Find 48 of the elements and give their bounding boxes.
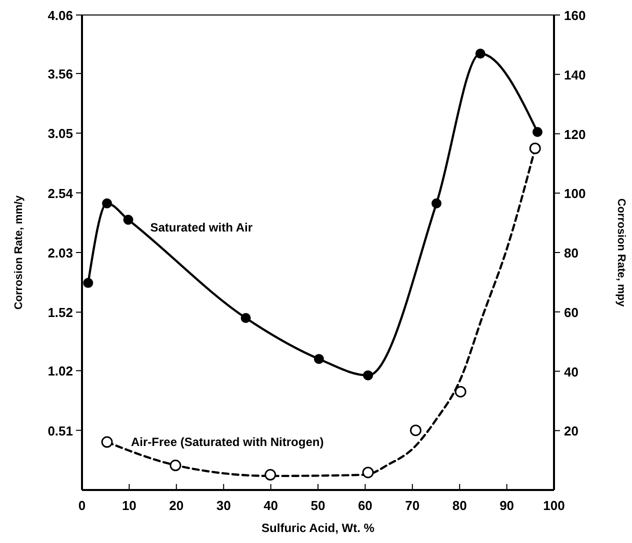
point	[240, 313, 251, 324]
y2-tick-label: 160	[564, 8, 586, 23]
x-tick-label: 70	[405, 498, 420, 513]
y2-tick-label: 60	[564, 304, 578, 320]
x-tick-label: 50	[310, 498, 326, 513]
y-tick-label: 0.51	[48, 423, 73, 438]
y-tick-label: 1.52	[48, 305, 73, 320]
x-tick-label: 100	[543, 498, 565, 513]
y-tick-label: 3.56	[48, 66, 73, 82]
point	[123, 214, 134, 225]
point	[83, 278, 94, 288]
y-tick-label: 3.05	[48, 126, 73, 142]
point	[363, 370, 374, 380]
y2-axis-title: Corrosion Rate, mpy	[615, 198, 627, 308]
y2-tick-label: 140	[564, 67, 586, 82]
y-axis-title: Corrosion Rate, mm/y	[13, 194, 25, 310]
point	[529, 142, 541, 154]
point	[431, 198, 442, 208]
point	[314, 354, 324, 364]
x-tick-label: 10	[122, 498, 136, 513]
y2-tick-label: 100	[564, 186, 586, 202]
y-tick-label: 1.02	[48, 364, 73, 379]
y-tick-label: 4.06	[48, 8, 73, 23]
y2-tick-label: 80	[564, 246, 578, 260]
y-tick-label: 2.54	[48, 186, 74, 201]
x-tick-label: 80	[452, 498, 467, 513]
point	[475, 48, 486, 59]
series-label: Saturated with Air	[150, 220, 253, 235]
x-tick-label: 0	[78, 498, 86, 513]
point	[170, 460, 182, 472]
y2-tick-label: 40	[564, 364, 578, 380]
x-tick-label: 60	[358, 498, 372, 513]
point	[101, 436, 113, 448]
series-label: Air-Free (Saturated with Nitrogen)	[131, 435, 324, 450]
point	[102, 198, 112, 208]
x-tick-label: 90	[500, 498, 514, 513]
x-tick-label: 20	[169, 498, 184, 513]
y-tick-label: 2.03	[48, 246, 73, 260]
y2-tick-label: 20	[564, 424, 578, 439]
point	[362, 466, 374, 478]
point	[532, 126, 542, 137]
x-axis-title: Sulfuric Acid, Wt. %	[262, 521, 375, 535]
x-tick-label: 30	[216, 498, 231, 513]
point	[410, 424, 422, 436]
point	[264, 469, 276, 481]
point	[454, 386, 466, 398]
y2-tick-label: 120	[564, 126, 586, 142]
x-tick-label: 40	[264, 498, 278, 513]
